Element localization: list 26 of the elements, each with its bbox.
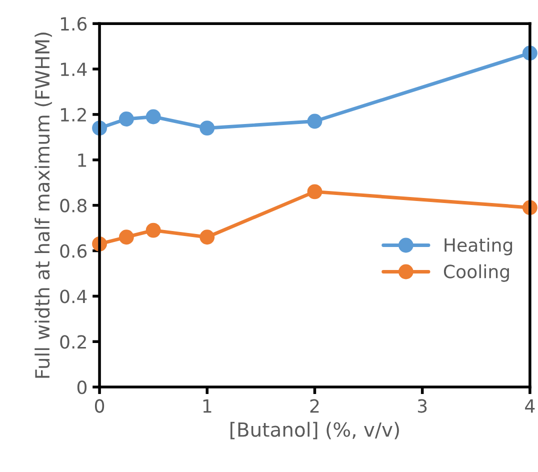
y-tick-label: 0.8 [60, 198, 86, 212]
point [307, 114, 322, 129]
y-axis-title: Full width at half maximum (FWHM) [34, 32, 52, 378]
point [307, 184, 322, 200]
x-axis-title: [Butanol] (%, v/v) [230, 422, 399, 440]
point [146, 109, 161, 124]
point [200, 120, 215, 136]
x-tick-label: 3 [418, 399, 427, 413]
x-tick-label: 0 [94, 399, 104, 413]
point [200, 230, 215, 245]
y-tick-label: 1.2 [60, 108, 86, 122]
point [146, 222, 161, 238]
legend-label: Heating [444, 238, 512, 256]
y-tick-label: 0.4 [60, 290, 87, 304]
y-tick-label: 0.2 [60, 335, 86, 349]
y-tick-label: 1 [78, 154, 86, 167]
point [118, 112, 134, 126]
y-tick-label: 1.6 [60, 17, 87, 31]
y-tick-label: 0.6 [60, 244, 87, 258]
x-tick-label: 4 [525, 399, 535, 413]
y-tick-label: 1.4 [60, 62, 87, 76]
y-tick-label: 0 [77, 380, 87, 394]
legend-label: Cooling [444, 264, 509, 282]
x-tick-label: 1 [203, 399, 212, 413]
point [118, 230, 134, 245]
x-tick-label: 2 [310, 399, 319, 413]
